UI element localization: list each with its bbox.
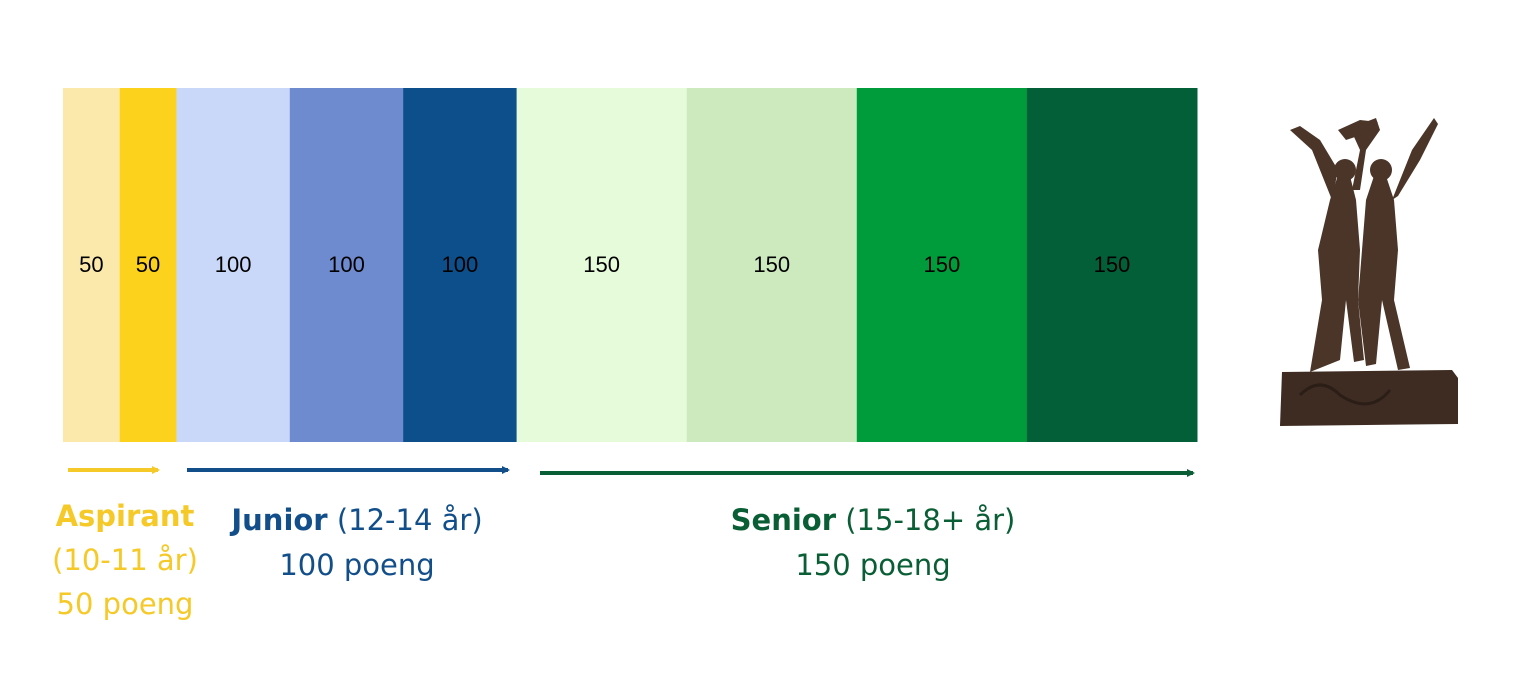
group-points: 100 poeng	[279, 548, 434, 582]
segment	[403, 88, 518, 442]
segment	[289, 88, 404, 442]
group-name: Senior	[731, 503, 837, 537]
segment-label: 50	[136, 252, 160, 277]
segment-label: 150	[583, 252, 620, 277]
group-detail: (15-18+ år)	[845, 503, 1015, 537]
segment-label: 100	[442, 252, 479, 277]
segment	[119, 88, 177, 442]
segment-bar: 50 50 100 100 100 150 150 150 150	[63, 88, 1198, 442]
segment-label: 150	[1094, 252, 1131, 277]
group-title: Senior (15-18+ år)	[731, 503, 1016, 537]
segment-label: 100	[328, 252, 365, 277]
segment	[856, 88, 1028, 442]
segment	[686, 88, 858, 442]
group-title: Junior (12-14 år)	[229, 503, 482, 537]
segment-label: 100	[215, 252, 252, 277]
group-detail: (12-14 år)	[337, 503, 483, 537]
group-points: 50 poeng	[57, 587, 194, 621]
segment-label: 150	[753, 252, 790, 277]
group-points: 150 poeng	[795, 548, 950, 582]
group-name: Aspirant	[56, 499, 195, 533]
segment	[1026, 88, 1198, 442]
segment	[63, 88, 121, 442]
segment-label: 50	[79, 252, 103, 277]
segment	[176, 88, 291, 442]
trophy	[1280, 118, 1458, 426]
group-detail: (10-11 år)	[52, 543, 198, 577]
segment	[516, 88, 688, 442]
segment-label: 150	[923, 252, 960, 277]
group-name: Junior	[229, 503, 328, 537]
